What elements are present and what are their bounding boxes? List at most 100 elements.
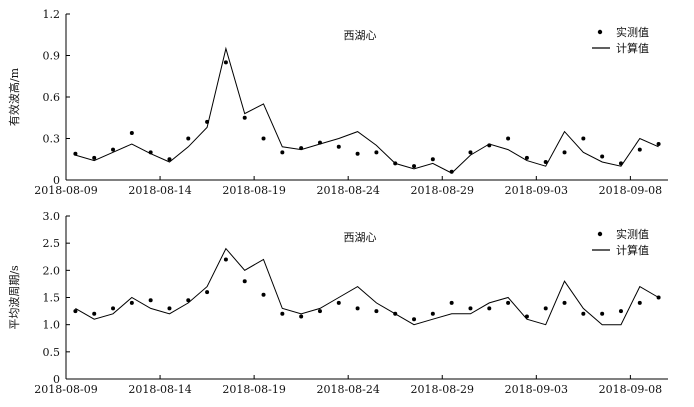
y-tick-label: 2.5	[43, 237, 61, 250]
y-axis-label: 平均波周期/s	[8, 265, 21, 330]
y-tick-label: 3.0	[43, 210, 61, 223]
observed-point	[299, 146, 304, 151]
observed-point	[223, 257, 228, 262]
observed-point	[129, 130, 134, 135]
observed-point	[92, 311, 97, 316]
x-tick-label: 2018-08-19	[222, 184, 285, 197]
observed-point	[261, 136, 266, 141]
observed-point	[393, 161, 398, 166]
y-tick-label: 0.9	[43, 50, 61, 63]
x-tick-label: 2018-08-14	[128, 383, 191, 396]
observed-point	[524, 155, 529, 160]
observed-point	[506, 300, 511, 305]
observed-point	[280, 311, 285, 316]
observed-point	[524, 314, 529, 319]
observed-point	[242, 279, 247, 284]
observed-point	[487, 143, 492, 148]
observed-point	[468, 306, 473, 311]
observed-point	[618, 161, 623, 166]
observed-point	[148, 298, 153, 303]
observed-point	[581, 136, 586, 141]
observed-point	[637, 147, 642, 152]
x-tick-label: 2018-08-29	[411, 383, 474, 396]
y-tick-label: 1.2	[43, 8, 61, 21]
observed-point	[167, 306, 172, 311]
observed-point	[261, 292, 266, 297]
observed-point	[280, 150, 285, 155]
observed-point	[355, 151, 360, 156]
x-tick-label: 2018-08-09	[34, 383, 97, 396]
y-tick-label: 0.3	[43, 133, 61, 146]
observed-point	[581, 311, 586, 316]
observed-point	[430, 157, 435, 162]
observed-point	[543, 160, 548, 165]
y-axis-label: 有效波高/m	[7, 67, 21, 126]
series-computed-line	[75, 247, 659, 326]
observed-point	[317, 140, 322, 145]
series-computed-line	[75, 46, 659, 174]
observed-point	[374, 150, 379, 155]
observed-point	[393, 311, 398, 316]
observed-point	[111, 306, 116, 311]
observed-point	[543, 306, 548, 311]
observed-point	[656, 142, 661, 147]
x-tick-label: 2018-08-14	[128, 184, 191, 197]
legend-label-observed: 实测值	[616, 25, 649, 39]
station-label: 西湖心	[344, 29, 377, 42]
observed-point	[430, 311, 435, 316]
x-tick-label: 2018-09-08	[599, 383, 662, 396]
legend-marker-observed	[597, 29, 603, 35]
x-tick-label: 2018-09-03	[505, 184, 568, 197]
x-tick-label: 2018-08-24	[316, 184, 379, 197]
legend-label-computed: 计算值	[616, 243, 649, 257]
observed-point	[336, 144, 341, 149]
panel-wave-period: 0 0.5 1.0 1.5 2.0 2.5 3.0 2018-08-09 2018-08-14 2…	[8, 210, 668, 396]
observed-point	[449, 169, 454, 174]
observed-point	[148, 150, 153, 155]
observed-point	[205, 290, 210, 295]
observed-point	[242, 115, 247, 120]
station-label: 西湖心	[344, 231, 377, 244]
observed-point	[299, 314, 304, 319]
x-tick-label: 2018-08-29	[411, 184, 474, 197]
observed-point	[186, 298, 191, 303]
x-tick-label: 2018-08-19	[222, 383, 285, 396]
observed-point	[412, 164, 417, 169]
observed-point	[111, 147, 116, 152]
y-tick-label: 1.5	[43, 292, 61, 305]
observed-point	[600, 311, 605, 316]
observed-point	[506, 136, 511, 141]
observed-point	[562, 300, 567, 305]
observed-point	[374, 309, 379, 314]
observed-point	[129, 300, 134, 305]
y-tick-label: 0	[53, 174, 60, 187]
observed-point	[600, 154, 605, 159]
observed-point	[412, 317, 417, 322]
legend-label-observed: 实测值	[616, 227, 649, 241]
observed-point	[618, 309, 623, 314]
observed-point	[656, 295, 661, 300]
x-tick-label: 2018-09-08	[599, 184, 662, 197]
observed-point	[73, 151, 78, 156]
observed-point	[223, 60, 228, 65]
observed-point	[336, 300, 341, 305]
observed-point	[317, 309, 322, 314]
legend-label-computed: 计算值	[616, 41, 649, 55]
observed-point	[186, 136, 191, 141]
x-tick-label: 2018-09-03	[505, 383, 568, 396]
panel-wave-height: 0 0.3 0.6 0.9 1.2 2018-08-09 2018-08-14 2018-08…	[7, 8, 668, 197]
observed-point	[73, 309, 78, 314]
observed-point	[205, 119, 210, 124]
observed-point	[487, 306, 492, 311]
y-tick-label: 0.5	[43, 346, 61, 359]
x-tick-label: 2018-08-24	[316, 383, 379, 396]
observed-point	[167, 157, 172, 162]
y-tick-label: 0.6	[43, 91, 61, 104]
x-tick-label: 2018-08-09	[34, 184, 97, 197]
observed-point	[355, 306, 360, 311]
y-tick-label: 2.0	[43, 264, 61, 277]
legend-marker-observed	[597, 231, 603, 237]
y-tick-label: 0	[53, 373, 60, 386]
y-tick-label: 1.0	[43, 319, 61, 332]
